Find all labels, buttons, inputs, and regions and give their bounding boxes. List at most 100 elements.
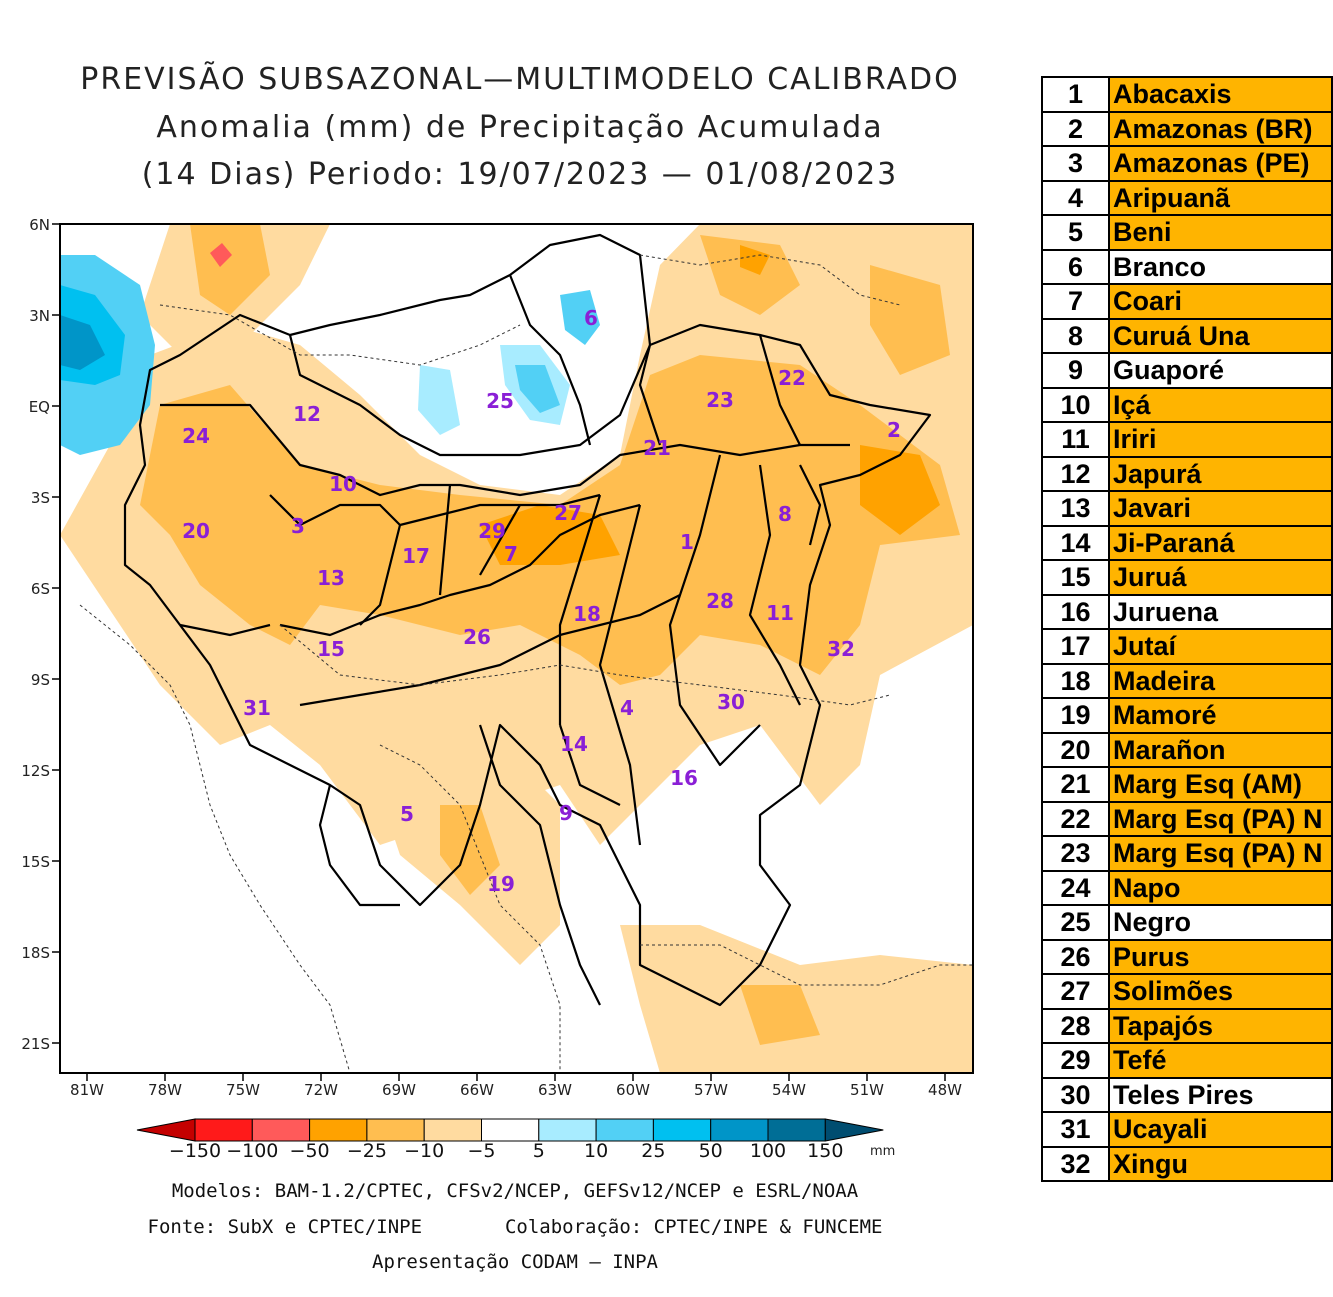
basin-number: 4 bbox=[1041, 179, 1110, 216]
basin-name: Marañon bbox=[1107, 731, 1333, 768]
lon-label: 57W bbox=[694, 1081, 728, 1099]
colorbar-segment bbox=[366, 1118, 425, 1142]
lon-label: 48W bbox=[928, 1081, 962, 1099]
country-borders bbox=[79, 254, 973, 1074]
colorbar-tick-label: 50 bbox=[699, 1140, 723, 1162]
basin-name: Amazonas (BR) bbox=[1107, 110, 1333, 147]
basin-row: 28 Tapajós bbox=[1041, 1007, 1333, 1044]
basin-label-28: 28 bbox=[706, 589, 734, 613]
basin-number: 11 bbox=[1041, 421, 1110, 458]
basin-number: 20 bbox=[1041, 731, 1110, 768]
credits-models: Modelos: BAM-1.2/CPTEC, CFSv2/NCEP, GEFS… bbox=[171, 1180, 859, 1202]
basin-row: 1 Abacaxis bbox=[1041, 76, 1333, 113]
basin-number: 6 bbox=[1041, 248, 1110, 285]
basin-row: 6 Branco bbox=[1041, 248, 1333, 285]
basin-label-31: 31 bbox=[243, 696, 271, 720]
lon-label: 66W bbox=[460, 1081, 494, 1099]
precipitation-map: 6N 3N EQ 3S 6S 9S 12S 15S 18S 21S 81W 78… bbox=[21, 216, 974, 1162]
basin-name: Juruá bbox=[1107, 559, 1333, 596]
basin-name: Beni bbox=[1107, 214, 1333, 251]
basin-row: 17 Jutaí bbox=[1041, 628, 1333, 665]
basin-name: Abacaxis bbox=[1107, 76, 1333, 113]
lat-label: EQ bbox=[29, 398, 50, 416]
basin-name: Curuá Una bbox=[1107, 317, 1333, 354]
basin-label-8: 8 bbox=[778, 502, 792, 526]
colorbar-tick-label: 5 bbox=[533, 1140, 545, 1162]
colorbar bbox=[136, 1118, 884, 1142]
basin-number-labels: 1 2 3 4 5 6 7 8 9 10 11 12 13 14 15 16 1… bbox=[182, 306, 901, 896]
basin-label-5: 5 bbox=[400, 802, 414, 826]
latitude-labels: 6N 3N EQ 3S 6S 9S 12S 15S 18S 21S bbox=[21, 216, 50, 1053]
lat-label: 9S bbox=[31, 671, 50, 689]
basin-name: Marg Esq (AM) bbox=[1107, 766, 1333, 803]
map-title: PREVISÃO SUBSAZONAL—MULTIMODELO CALIBRAD… bbox=[80, 62, 960, 97]
basin-number: 15 bbox=[1041, 559, 1110, 596]
basin-row: 30 Teles Pires bbox=[1041, 1076, 1333, 1113]
colorbar-segment bbox=[538, 1118, 597, 1142]
basin-row: 2 Amazonas (BR) bbox=[1041, 110, 1333, 147]
basin-row: 18 Madeira bbox=[1041, 662, 1333, 699]
basin-label-20: 20 bbox=[182, 519, 210, 543]
basin-label-9: 9 bbox=[559, 801, 573, 825]
basin-name: Juruena bbox=[1107, 593, 1333, 630]
basin-label-25: 25 bbox=[486, 389, 514, 413]
basin-name: Içá bbox=[1107, 386, 1333, 423]
colorbar-tick-label: 10 bbox=[584, 1140, 608, 1162]
basin-name: Marg Esq (PA) N bbox=[1107, 800, 1333, 837]
basin-number: 1 bbox=[1041, 76, 1110, 113]
lon-label: 63W bbox=[538, 1081, 572, 1099]
basin-row: 7 Coari bbox=[1041, 283, 1333, 320]
basin-name: Javari bbox=[1107, 490, 1333, 527]
basin-label-2: 2 bbox=[887, 418, 901, 442]
basin-name: Branco bbox=[1107, 248, 1333, 285]
basin-row: 31 Ucayali bbox=[1041, 1111, 1333, 1148]
colorbar-segment bbox=[309, 1118, 368, 1142]
credits-collaboration: Colaboração: CPTEC/INPE & FUNCEME bbox=[504, 1216, 883, 1238]
anomaly-area-medium bbox=[190, 224, 270, 315]
basin-label-14: 14 bbox=[560, 732, 588, 756]
lon-label: 69W bbox=[382, 1081, 416, 1099]
colorbar-tick-label: −100 bbox=[226, 1140, 278, 1162]
lon-label: 81W bbox=[70, 1081, 104, 1099]
basin-label-18: 18 bbox=[573, 602, 601, 626]
basin-number: 3 bbox=[1041, 145, 1110, 182]
basin-row: 12 Japurá bbox=[1041, 455, 1333, 492]
colorbar-segment bbox=[423, 1118, 483, 1142]
basin-row: 29 Tefé bbox=[1041, 1042, 1333, 1079]
basin-number: 18 bbox=[1041, 662, 1110, 699]
basin-row: 20 Marañon bbox=[1041, 731, 1333, 768]
lon-label: 54W bbox=[772, 1081, 806, 1099]
basin-row: 8 Curuá Una bbox=[1041, 317, 1333, 354]
basin-row: 11 Iriri bbox=[1041, 421, 1333, 458]
basin-name: Tapajós bbox=[1107, 1007, 1333, 1044]
basin-name: Iriri bbox=[1107, 421, 1333, 458]
basin-label-27: 27 bbox=[554, 501, 582, 525]
basin-row: 10 Içá bbox=[1041, 386, 1333, 423]
colorbar-tick-labels: −150 −100 −50 −25 −10 −5 5 10 25 50 100 150 bbox=[169, 1140, 844, 1162]
basin-number: 23 bbox=[1041, 835, 1110, 872]
lon-label: 72W bbox=[304, 1081, 338, 1099]
basin-name: Xingu bbox=[1107, 1145, 1333, 1182]
anomaly-area-blue bbox=[418, 365, 460, 435]
basin-name: Teles Pires bbox=[1107, 1076, 1333, 1113]
basin-name: Amazonas (PE) bbox=[1107, 145, 1333, 182]
lat-label: 12S bbox=[21, 762, 50, 780]
basin-name: Napo bbox=[1107, 869, 1333, 906]
basin-row: 15 Juruá bbox=[1041, 559, 1333, 596]
basin-label-4: 4 bbox=[620, 696, 634, 720]
basin-number: 17 bbox=[1041, 628, 1110, 665]
basin-name: Aripuanã bbox=[1107, 179, 1333, 216]
basin-label-32: 32 bbox=[827, 637, 855, 661]
lat-label: 18S bbox=[21, 944, 50, 962]
lat-label: 3S bbox=[31, 489, 50, 507]
colorbar-tick-label: −150 bbox=[169, 1140, 221, 1162]
basin-label-15: 15 bbox=[317, 637, 345, 661]
anomaly-area-medium bbox=[740, 985, 820, 1045]
basin-label-3: 3 bbox=[291, 514, 305, 538]
basin-number: 2 bbox=[1041, 110, 1110, 147]
lat-label: 3N bbox=[29, 307, 50, 325]
colorbar-segment bbox=[481, 1118, 540, 1142]
basin-number: 9 bbox=[1041, 352, 1110, 389]
map-subtitle: Anomalia (mm) de Precipitação Acumulada bbox=[156, 110, 884, 145]
basin-number: 19 bbox=[1041, 697, 1110, 734]
